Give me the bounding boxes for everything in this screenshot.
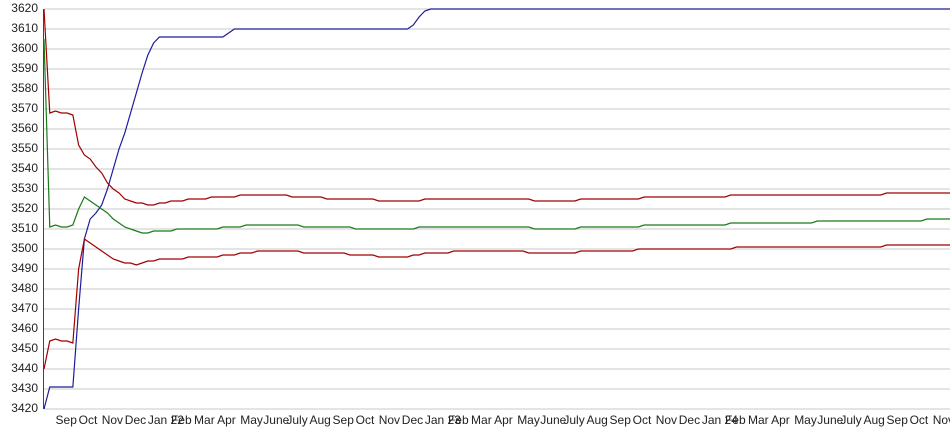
y-tick-label: 3540 — [11, 161, 38, 175]
y-tick-label: 3490 — [11, 261, 38, 275]
x-tick-label: Nov — [379, 413, 400, 427]
y-tick-label: 3510 — [11, 221, 38, 235]
series-line — [43, 237, 950, 370]
x-tick-label: Oct — [633, 413, 652, 427]
x-tick-label: July — [563, 413, 584, 427]
series-line — [43, 8, 950, 206]
x-tick-label: June — [540, 413, 566, 427]
x-tick-label: Jan 24 — [702, 413, 738, 427]
x-tick-label: Nov — [102, 413, 123, 427]
x-tick-label: June — [817, 413, 843, 427]
y-tick-label: 3610 — [11, 21, 38, 35]
y-tick-label: 3590 — [11, 61, 38, 75]
y-tick-label: 3530 — [11, 181, 38, 195]
y-tick-label: 3440 — [11, 361, 38, 375]
x-tick-label: Nov — [656, 413, 677, 427]
x-tick-label: Oct — [356, 413, 375, 427]
x-tick-label: Feb — [171, 413, 192, 427]
x-tick-label: Feb — [725, 413, 746, 427]
y-tick-label: 3520 — [11, 201, 38, 215]
y-tick-label: 3480 — [11, 281, 38, 295]
x-tick-label: Nov — [933, 413, 950, 427]
x-tick-label: June — [263, 413, 289, 427]
x-tick-label: Mar — [471, 413, 492, 427]
x-tick-label: Aug — [863, 413, 884, 427]
x-tick-label: Feb — [448, 413, 469, 427]
y-tick-label: 3430 — [11, 381, 38, 395]
y-tick-label: 3620 — [11, 1, 38, 15]
y-tick-label: 3470 — [11, 301, 38, 315]
series-line — [43, 8, 950, 410]
x-tick-label: July — [286, 413, 307, 427]
x-tick-label: Sep — [610, 413, 632, 427]
x-tick-label: Dec — [402, 413, 423, 427]
x-tick-label: Oct — [910, 413, 929, 427]
x-tick-label: Dec — [125, 413, 146, 427]
x-tick-label: May — [240, 413, 263, 427]
y-tick-label: 3560 — [11, 121, 38, 135]
x-tick-label: Oct — [79, 413, 98, 427]
x-tick-label: Apr — [217, 413, 236, 427]
y-tick-label: 3550 — [11, 141, 38, 155]
x-tick-label: Apr — [494, 413, 513, 427]
x-tick-label: May — [794, 413, 817, 427]
y-tick-label: 3460 — [11, 321, 38, 335]
x-tick-label: Jan 22 — [148, 413, 184, 427]
y-tick-label: 3570 — [11, 101, 38, 115]
x-tick-label: Aug — [309, 413, 330, 427]
x-tick-label: Apr — [771, 413, 790, 427]
x-tick-label: July — [840, 413, 861, 427]
x-tick-label: May — [517, 413, 540, 427]
x-tick-label: Sep — [333, 413, 355, 427]
y-tick-label: 3600 — [11, 41, 38, 55]
series-line — [43, 38, 950, 234]
x-tick-label: Sep — [56, 413, 78, 427]
x-tick-label: Mar — [748, 413, 769, 427]
x-tick-label: Aug — [586, 413, 607, 427]
x-tick-label: Mar — [194, 413, 215, 427]
y-tick-label: 3500 — [11, 241, 38, 255]
y-tick-label: 3420 — [11, 401, 38, 415]
x-tick-label: Jan 23 — [425, 413, 461, 427]
x-tick-label: Dec — [679, 413, 700, 427]
y-tick-label: 3580 — [11, 81, 38, 95]
x-tick-label: Sep — [887, 413, 909, 427]
y-tick-label: 3450 — [11, 341, 38, 355]
